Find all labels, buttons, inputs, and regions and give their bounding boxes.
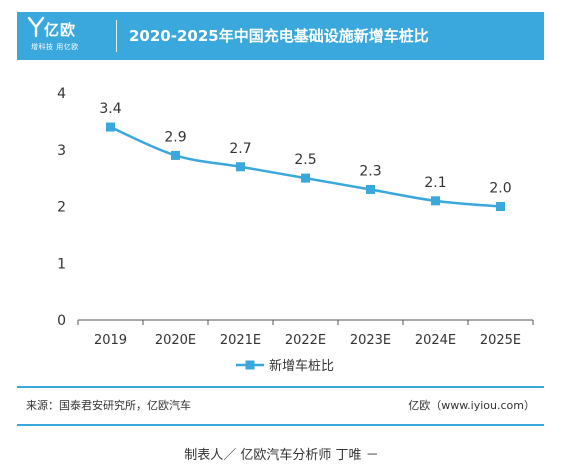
data-point-marker bbox=[496, 202, 505, 211]
y-tick-label: 2 bbox=[57, 200, 66, 216]
data-point-marker bbox=[301, 173, 310, 183]
yiou-logo-icon bbox=[27, 16, 45, 38]
data-label: 2.5 bbox=[294, 152, 316, 168]
x-tick-label: 2025E bbox=[480, 333, 521, 348]
logo-name: 亿欧 bbox=[44, 21, 77, 39]
y-tick-label: 0 bbox=[57, 313, 66, 329]
data-label: 2.0 bbox=[489, 181, 511, 197]
yiou-logo: 亿欧 增科技 用亿欧 bbox=[27, 16, 113, 56]
data-label: 2.7 bbox=[229, 141, 251, 157]
x-tick-label: 2020E bbox=[155, 333, 196, 348]
data-point-marker bbox=[171, 150, 180, 160]
data-point-marker bbox=[236, 162, 245, 172]
x-tick-label: 2019 bbox=[94, 333, 127, 348]
data-label: 2.3 bbox=[359, 163, 381, 179]
author-credit: 制表人／ 亿欧汽车分析师 丁唯 － bbox=[184, 448, 379, 463]
data-label: 2.9 bbox=[164, 129, 186, 145]
data-label: 3.4 bbox=[99, 101, 121, 117]
footer-rule-top bbox=[17, 386, 544, 388]
legend-marker bbox=[245, 360, 255, 370]
header-divider bbox=[116, 20, 117, 52]
chart-header-banner: 亿欧 增科技 用亿欧 2020-2025年中国充电基础设施新增车桩比 bbox=[17, 12, 544, 60]
logo-slogan: 增科技 用亿欧 bbox=[31, 43, 79, 51]
data-point-marker bbox=[106, 122, 115, 132]
legend-label: 新增车桩比 bbox=[269, 358, 334, 374]
x-tick-label: 2023E bbox=[350, 333, 391, 348]
y-tick-label: 1 bbox=[57, 256, 66, 272]
x-tick-label: 2022E bbox=[285, 333, 326, 348]
source-note: 来源：国泰君安研究所，亿欧汽车 bbox=[26, 399, 191, 412]
page-title: 2020-2025年中国充电基础设施新增车桩比 bbox=[129, 27, 429, 45]
y-tick-label: 4 bbox=[57, 86, 66, 102]
y-tick-label: 3 bbox=[57, 143, 66, 159]
site-note: 亿欧（www.iyiou.com） bbox=[408, 399, 535, 412]
x-tick-label: 2021E bbox=[220, 333, 261, 348]
data-point-marker bbox=[431, 196, 440, 206]
data-label: 2.1 bbox=[424, 175, 446, 191]
x-tick-label: 2024E bbox=[415, 333, 456, 348]
footer-rule-bottom bbox=[17, 424, 544, 426]
data-point-marker bbox=[366, 184, 375, 194]
